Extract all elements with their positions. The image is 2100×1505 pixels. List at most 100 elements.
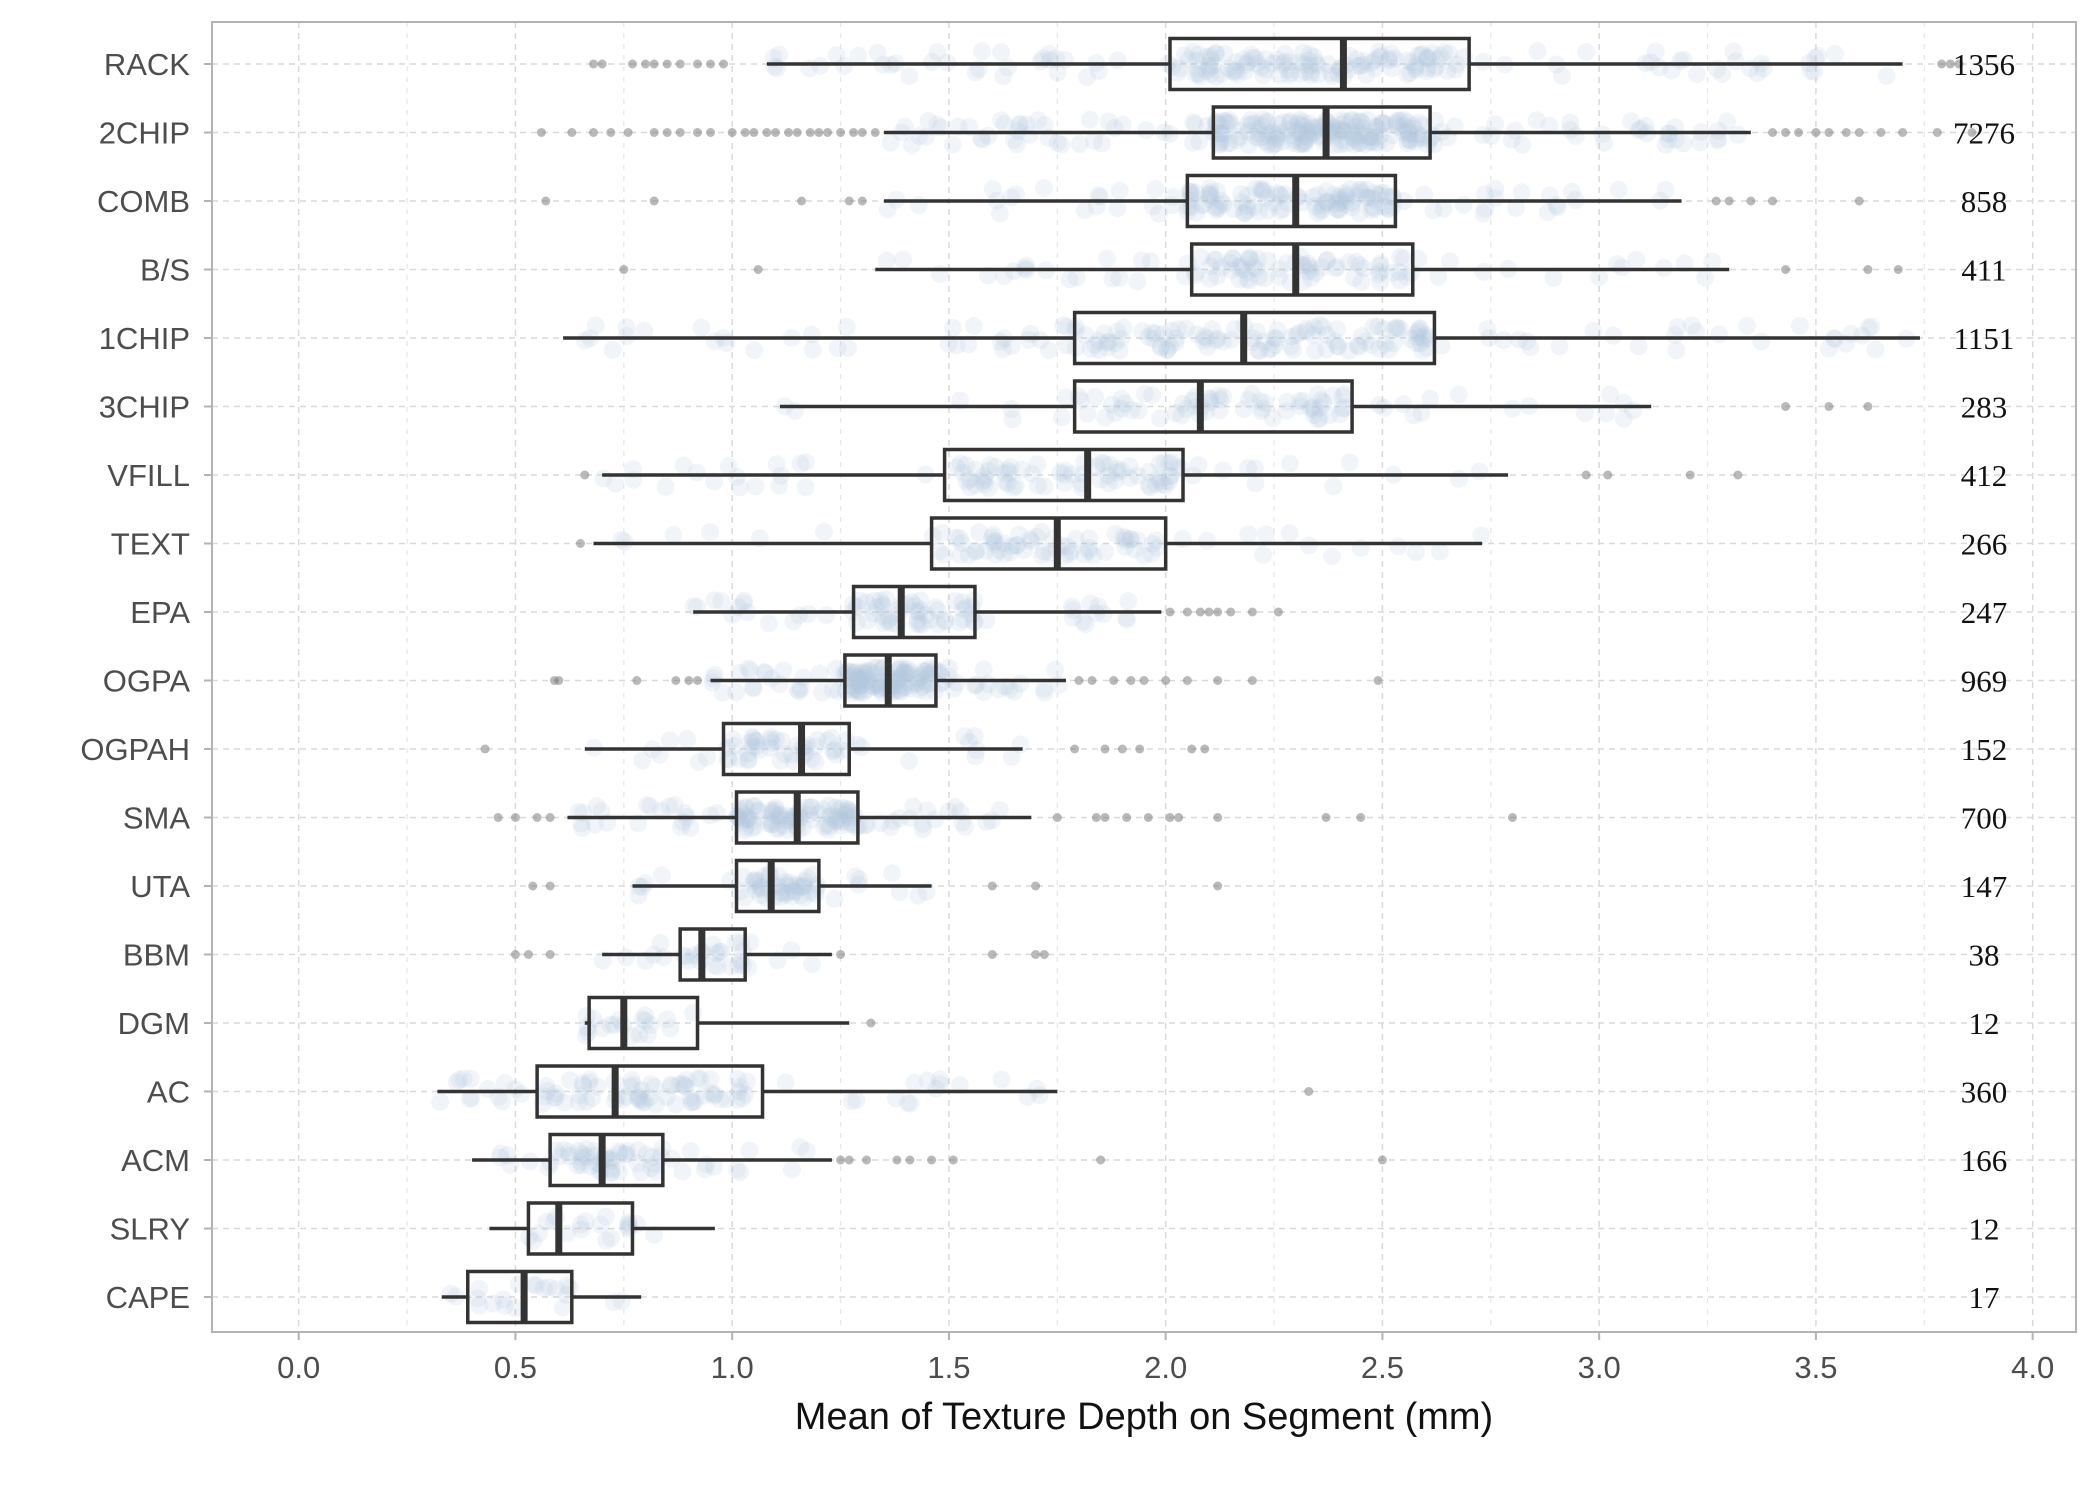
jitter-point	[1197, 329, 1216, 348]
iqr-box	[466, 1269, 574, 1325]
jitter-point	[1158, 340, 1177, 359]
jitter-point	[771, 751, 790, 770]
jitter-point	[1400, 124, 1419, 143]
jitter-point	[1561, 120, 1580, 139]
jitter-point	[734, 867, 753, 886]
jitter-point	[839, 339, 858, 358]
jitter-point	[845, 664, 864, 683]
jitter-point	[1135, 546, 1154, 565]
jitter-point	[633, 1010, 652, 1029]
jitter-point	[1121, 530, 1140, 549]
jitter-point	[670, 1075, 689, 1094]
jitter-point	[1548, 198, 1567, 217]
jitter-point	[1324, 386, 1343, 405]
jitter-point	[454, 1069, 473, 1088]
jitter-point	[807, 879, 826, 898]
jitter-point	[1233, 260, 1252, 279]
jitter-point	[953, 593, 972, 612]
jitter-point	[865, 658, 884, 677]
jitter-point	[1229, 258, 1248, 277]
jitter-point	[1248, 120, 1267, 139]
jitter-point	[778, 882, 797, 901]
outlier-point	[1126, 676, 1136, 685]
jitter-point	[1205, 250, 1224, 269]
jitter-point	[784, 612, 803, 631]
jitter-point	[1054, 316, 1073, 335]
jitter-point	[1343, 110, 1362, 129]
jitter-point	[811, 56, 830, 75]
jitter-point	[881, 614, 900, 633]
iqr-box	[1189, 242, 1415, 297]
jitter-point	[1728, 125, 1747, 144]
count-label: 152	[1961, 732, 2008, 767]
jitter-point	[705, 1157, 724, 1176]
jitter-point	[1137, 121, 1156, 140]
jitter-point	[741, 733, 760, 752]
jitter-point	[1507, 198, 1526, 217]
jitter-point	[1360, 127, 1379, 146]
jitter-point	[809, 804, 828, 823]
jitter-point	[632, 1163, 651, 1182]
jitter-point	[850, 672, 869, 691]
outlier-point	[1768, 128, 1778, 137]
jitter-point	[1277, 402, 1296, 421]
jitter-point	[1544, 268, 1563, 287]
jitter-point	[986, 545, 1005, 564]
count-label: 360	[1961, 1075, 2008, 1110]
jitter-point	[1285, 130, 1304, 149]
jitter-point	[1373, 114, 1392, 133]
jitter-point	[994, 67, 1013, 86]
jitter-point	[777, 820, 796, 839]
jitter-point	[1164, 188, 1183, 207]
jitter-point	[842, 663, 861, 682]
jitter-point	[1194, 331, 1213, 350]
jitter-point	[891, 669, 910, 688]
outlier-point	[1213, 676, 1223, 685]
jitter-point	[447, 1073, 466, 1092]
jitter-point	[1334, 122, 1353, 141]
jitter-point	[1280, 52, 1299, 71]
jitter-point	[736, 818, 755, 837]
jitter-point	[842, 677, 861, 696]
jitter-point	[1240, 271, 1259, 290]
jitter-point	[898, 664, 917, 683]
jitter-point	[1354, 55, 1373, 74]
jitter-point	[1389, 117, 1408, 136]
jitter-point	[1752, 332, 1771, 351]
outlier-point	[1724, 196, 1734, 206]
jitter-point	[916, 682, 935, 701]
jitter-point	[702, 1084, 721, 1103]
jitter-point	[1400, 125, 1419, 144]
outlier-point	[1581, 470, 1591, 480]
category-label: SLRY	[110, 1212, 190, 1247]
jitter-point	[1355, 52, 1374, 71]
jitter-point	[1048, 133, 1067, 152]
jitter-point	[1201, 393, 1220, 412]
jitter-point	[990, 204, 1009, 223]
jitter-point	[640, 1089, 659, 1108]
jitter-point	[1055, 465, 1074, 484]
jitter-point	[1335, 184, 1354, 203]
outlier-point	[797, 196, 807, 206]
jitter-point	[1236, 62, 1255, 81]
jitter-point	[728, 1160, 747, 1179]
jitter-point	[1394, 110, 1413, 129]
jitter-point	[846, 867, 865, 886]
jitter-point	[826, 811, 845, 830]
jitter-point	[995, 534, 1014, 553]
jitter-point	[1330, 135, 1349, 154]
jitter-point	[1373, 114, 1392, 133]
x-tick-label: 4.0	[2011, 1350, 2054, 1385]
jitter-point	[1183, 133, 1202, 152]
jitter-point	[865, 591, 884, 610]
jitter-point	[1324, 186, 1343, 205]
jitter-point	[734, 591, 753, 610]
jitter-point	[973, 42, 992, 61]
jitter-point	[1062, 542, 1081, 561]
category-label: 3CHIP	[99, 390, 190, 425]
jitter-point	[838, 799, 857, 818]
jitter-point	[1385, 319, 1404, 338]
iqr-box	[734, 858, 821, 914]
jitter-point	[873, 595, 892, 614]
